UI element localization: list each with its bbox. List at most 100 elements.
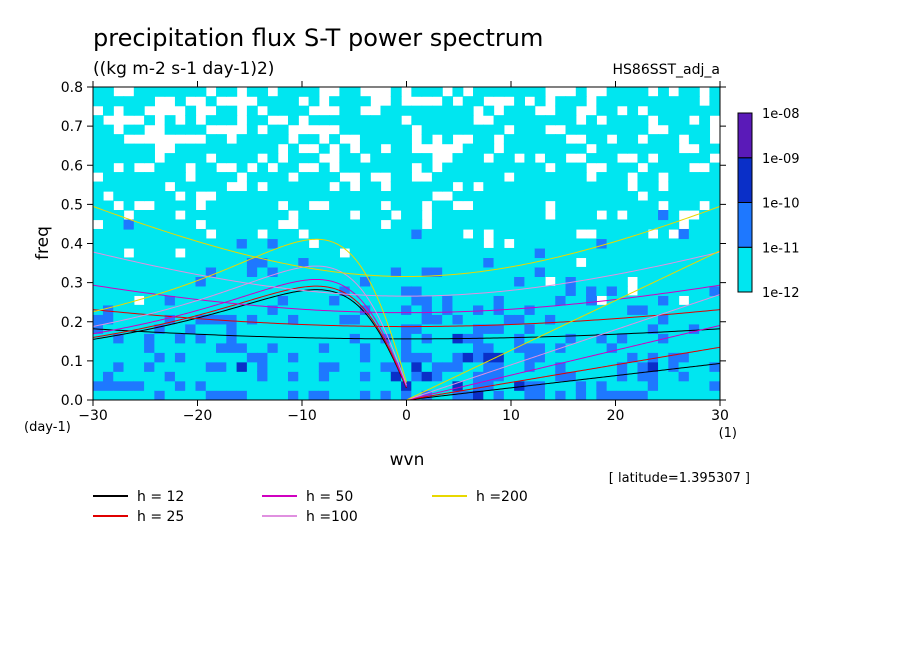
power-cell: [318, 162, 330, 173]
power-cell: [195, 314, 207, 325]
power-cell: [555, 314, 567, 325]
power-cell: [596, 96, 608, 107]
power-cell: [586, 247, 597, 259]
power-cell: [349, 228, 361, 240]
power-cell: [205, 380, 217, 391]
power-cell: [216, 390, 227, 400]
power-cell: [370, 115, 382, 126]
power-cell: [113, 371, 125, 382]
power-cell: [154, 361, 166, 372]
power-cell: [390, 371, 402, 382]
colorbar-label: 1e-09: [762, 152, 800, 167]
power-cell: [627, 115, 639, 126]
power-cell: [534, 266, 546, 277]
power-cell: [113, 96, 125, 107]
power-cell: [401, 181, 412, 192]
power-cell: [565, 124, 577, 135]
power-cell: [544, 285, 556, 296]
power-cell: [370, 238, 382, 249]
power-cell: [503, 87, 515, 97]
power-cell: [226, 352, 238, 363]
power-cell: [308, 352, 320, 363]
power-cell: [246, 323, 258, 334]
power-cell: [174, 219, 186, 230]
power-cell: [658, 361, 669, 372]
power-cell: [205, 134, 217, 145]
power-cell: [318, 295, 330, 306]
power-cell: [575, 352, 587, 363]
power-cell: [575, 191, 587, 202]
power-cell: [473, 87, 484, 97]
power-cell: [452, 115, 464, 126]
power-cell: [246, 304, 258, 315]
power-cell: [668, 96, 680, 107]
power-cell: [431, 105, 443, 116]
power-cell: [473, 96, 484, 107]
power-cell: [390, 390, 402, 400]
power-cell: [431, 172, 443, 183]
power-cell: [421, 361, 433, 372]
power-cell: [277, 87, 289, 97]
power-cell: [627, 266, 639, 277]
power-cell: [164, 238, 176, 249]
power-cell: [442, 124, 454, 135]
power-cell: [329, 371, 340, 382]
power-cell: [401, 371, 412, 382]
power-cell: [647, 143, 659, 154]
power-cell: [524, 285, 536, 296]
power-cell: [534, 380, 546, 391]
power-cell: [473, 191, 484, 202]
power-cell: [575, 143, 587, 154]
x-tick-label: 10: [502, 408, 520, 424]
power-cell: [102, 172, 114, 183]
power-cell: [164, 333, 176, 344]
power-cell: [226, 191, 238, 202]
power-cell: [339, 115, 351, 126]
power-cell: [339, 153, 351, 164]
power-cell: [93, 96, 104, 107]
power-cell: [102, 181, 114, 192]
power-cell: [586, 200, 597, 211]
power-cell: [442, 361, 454, 372]
power-cell: [133, 285, 145, 296]
power-cell: [133, 181, 145, 192]
power-cell: [174, 333, 186, 344]
power-cell: [534, 323, 546, 334]
power-cell: [616, 285, 628, 296]
power-cell: [133, 124, 145, 135]
power-cell: [174, 285, 186, 296]
power-cell: [668, 238, 680, 249]
power-cell: [298, 304, 310, 315]
power-cell: [102, 352, 114, 363]
power-cell: [483, 105, 495, 116]
power-cell: [349, 390, 361, 400]
power-cell: [174, 200, 186, 211]
power-cell: [411, 342, 423, 353]
power-cell: [185, 124, 197, 135]
power-cell: [699, 304, 711, 315]
power-cell: [236, 352, 248, 363]
power-cell: [473, 257, 484, 268]
power-cell: [349, 285, 361, 296]
power-cell: [267, 276, 279, 287]
power-cell: [442, 352, 454, 363]
power-cell: [102, 257, 114, 268]
power-cell: [637, 266, 649, 277]
power-cell: [411, 323, 423, 334]
power-cell: [411, 380, 423, 391]
chart-subtitle: ((kg m-2 s-1 day-1)2): [93, 59, 274, 79]
power-cell: [575, 295, 587, 306]
power-cell: [606, 181, 618, 192]
power-cell: [627, 219, 639, 230]
power-cell: [658, 191, 669, 202]
power-cell: [616, 257, 628, 268]
power-cell: [205, 162, 217, 173]
power-cell: [370, 295, 382, 306]
power-cell: [503, 153, 515, 164]
power-cell: [329, 172, 340, 183]
power-cell: [359, 266, 371, 277]
power-cell: [185, 361, 197, 372]
power-cell: [544, 266, 556, 277]
power-cell: [514, 342, 526, 353]
power-cell: [627, 105, 639, 116]
